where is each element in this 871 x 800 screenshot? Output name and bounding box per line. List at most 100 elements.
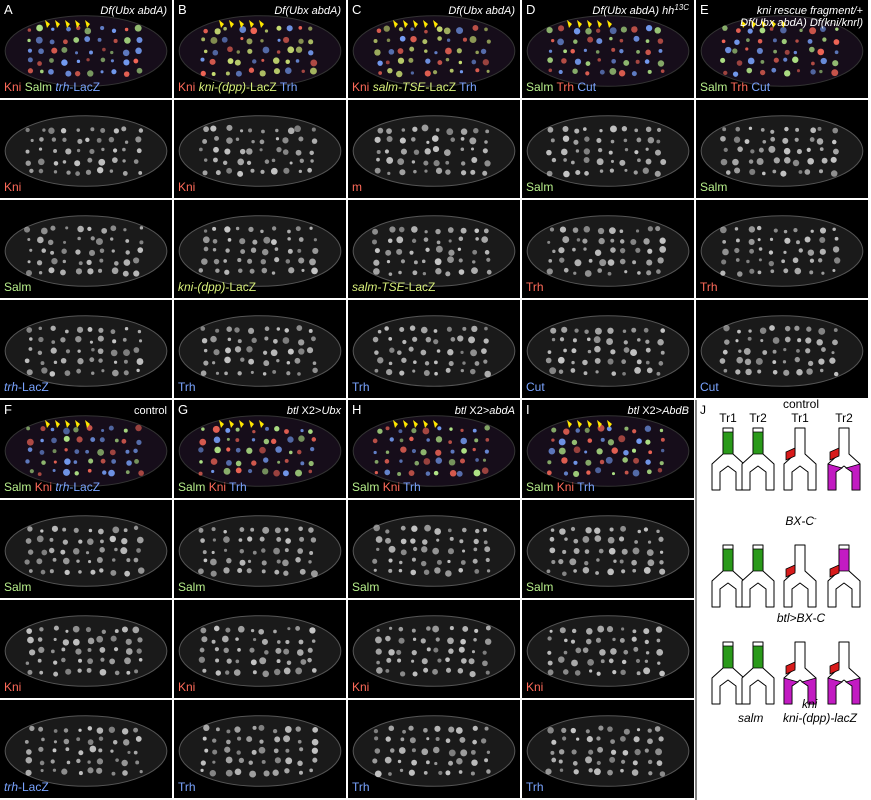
tissue-spot	[471, 759, 478, 766]
tissue-spot	[111, 249, 115, 253]
tissue-spot	[450, 449, 455, 454]
arrowhead	[577, 420, 582, 428]
label-part: Salm	[526, 580, 553, 594]
tissue-spot	[114, 629, 119, 633]
tissue-spot	[49, 39, 55, 45]
tissue-spot	[610, 139, 615, 144]
tissue-spot	[50, 347, 57, 354]
tissue-spot	[132, 626, 140, 634]
tissue-spot	[122, 49, 130, 57]
tissue-spot	[246, 568, 252, 574]
tissue-spot	[830, 156, 837, 163]
tissue-spot	[234, 327, 240, 333]
tissue-spot	[297, 739, 302, 744]
tissue-spot	[378, 71, 383, 75]
tissue-spot	[248, 226, 254, 233]
label-part: Trh	[459, 80, 477, 94]
tissue-spot	[483, 338, 489, 344]
tissue-spot	[63, 240, 67, 244]
tissue-spot	[77, 138, 83, 144]
tissue-spot	[126, 460, 132, 466]
label-part: Salm	[178, 580, 205, 594]
tissue-spot	[833, 39, 840, 45]
tissue-spot	[575, 149, 580, 153]
tissue-spot	[720, 158, 728, 166]
tissue-spot	[374, 368, 379, 373]
tissue-spot	[211, 72, 216, 76]
tissue-spot	[558, 69, 563, 75]
tissue-spot	[235, 659, 240, 664]
tissue-spot	[570, 48, 575, 54]
tissue-spot	[134, 669, 139, 674]
tissue-spot	[574, 328, 579, 333]
arrowhead	[433, 20, 438, 28]
tissue-spot	[198, 568, 204, 575]
tissue-spot	[199, 147, 203, 152]
arrowhead	[219, 20, 224, 28]
tissue-spot	[600, 437, 605, 442]
tissue-spot	[114, 547, 118, 552]
tissue-spot	[60, 549, 66, 555]
label-part: Cut	[700, 380, 719, 394]
tissue-spot	[475, 528, 480, 534]
arrowhead	[587, 20, 592, 28]
tissue-spot	[809, 27, 817, 35]
tissue-spot	[226, 557, 232, 564]
tissue-spot	[433, 647, 439, 653]
tissue-spot	[549, 629, 553, 633]
tissue-spot	[284, 768, 290, 774]
tissue-spot	[273, 338, 278, 344]
arrowhead	[249, 420, 254, 428]
tissue-spot	[285, 67, 292, 74]
tissue-spot	[425, 58, 431, 64]
tissue-spot	[588, 768, 593, 773]
tissue-spot	[396, 649, 402, 655]
tissue-spot	[411, 557, 416, 562]
tissue-spot	[424, 524, 431, 532]
label: Salm	[4, 580, 31, 594]
tissue-spot	[258, 724, 265, 731]
tissue-spot	[309, 67, 317, 75]
tissue-spot	[804, 236, 811, 243]
tissue-spot	[435, 436, 443, 443]
tissue-spot	[784, 325, 791, 332]
tissue-spot	[834, 50, 839, 55]
tissue-spot	[735, 339, 739, 343]
label: Df(Ubx abdA) hh13C	[592, 3, 689, 18]
tissue-spot	[608, 150, 613, 155]
tissue-spot	[262, 46, 270, 54]
tissue-spot	[41, 367, 48, 374]
tissue-spot	[548, 68, 553, 73]
tissue-spot	[632, 469, 640, 477]
tissue-spot	[75, 171, 80, 177]
tissue-spot	[471, 325, 478, 333]
legend-label: kni-(dpp)-lacZ	[783, 711, 858, 725]
tissue-spot	[62, 557, 70, 565]
tissue-spot	[214, 446, 221, 454]
tissue-spot	[551, 39, 555, 43]
tissue-spot	[426, 626, 431, 631]
tissue-spot	[258, 746, 266, 754]
tissue-spot	[91, 371, 95, 375]
tissue-spot	[735, 369, 741, 375]
tissue-spot	[109, 449, 116, 456]
tissue-spot	[437, 658, 442, 663]
label: Df(Ubx abdA)	[274, 5, 341, 17]
tissue-spot	[656, 269, 661, 274]
embryo	[178, 315, 342, 387]
label: btl X2>AbdB	[628, 405, 689, 417]
tissue-spot	[574, 58, 582, 65]
tissue-spot	[744, 358, 752, 366]
tissue-spot	[198, 471, 203, 476]
tissue-spot	[97, 37, 102, 42]
tissue-spot	[805, 337, 812, 344]
tissue-spot	[834, 371, 839, 377]
tissue-spot	[484, 27, 488, 32]
tissue-spot	[53, 671, 59, 677]
label-part: Kni	[383, 480, 403, 494]
tissue-spot	[832, 268, 836, 272]
tissue-spot	[547, 660, 553, 666]
tissue-spot	[657, 338, 664, 346]
tissue-spot	[202, 736, 207, 741]
tissue-spot	[64, 370, 71, 376]
